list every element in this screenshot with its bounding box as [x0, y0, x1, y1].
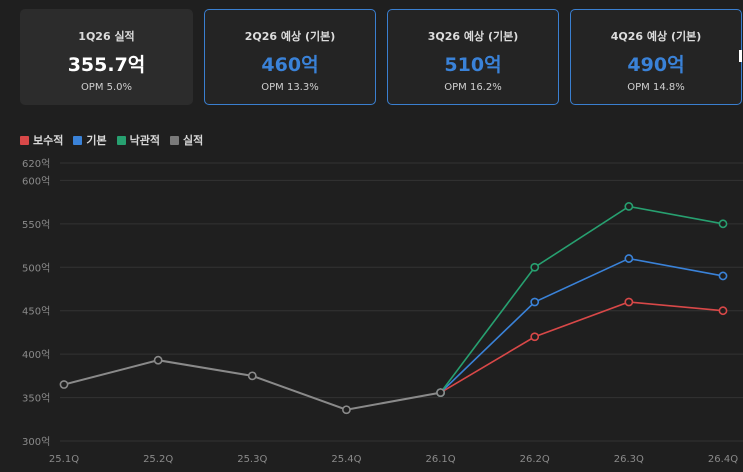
legend-item-optimistic[interactable]: 낙관적 — [116, 132, 160, 148]
legend-item-base[interactable]: 기본 — [73, 132, 107, 148]
legend-label: 실적 — [183, 134, 204, 147]
card-title: 1Q26 실적 — [78, 30, 135, 43]
data-point — [342, 405, 351, 415]
card-1q26-actual: 1Q26 실적 355.7억 OPM 5.0% — [20, 9, 193, 105]
data-point — [624, 297, 634, 307]
series-line-실적 — [63, 359, 441, 411]
line-chart: 300억 350억 400억 450억 500억 550억 600억 620억 25.1Q 25.… — [22, 158, 743, 465]
card-title: 3Q26 예상 (기본) — [427, 30, 519, 43]
y-tick-label: 620억 — [22, 158, 50, 170]
card-value: 355.7억 — [67, 54, 146, 76]
y-tick-label: 300억 — [22, 436, 50, 448]
card-value: 460억 — [261, 54, 319, 76]
y-tick-label: 600억 — [22, 175, 50, 187]
card-title: 2Q26 예상 (기본) — [244, 30, 336, 43]
legend-label: 기본 — [86, 134, 107, 147]
chart-legend: 보수적 기본 낙관적 실적 — [20, 132, 203, 148]
legend-swatch — [170, 135, 179, 145]
legend-swatch — [20, 135, 29, 145]
card-value: 490억 — [627, 54, 685, 76]
y-tick-label: 500억 — [22, 262, 50, 274]
card-2q26-forecast[interactable]: 2Q26 예상 (기본) 460억 OPM 13.3% — [204, 9, 376, 105]
legend-swatch — [116, 135, 126, 145]
card-4q26-forecast[interactable]: 4Q26 예상 (기본) 490억 OPM 14.8% — [570, 9, 742, 105]
x-tick-label: 25.3Q — [237, 454, 267, 465]
legend-swatch — [73, 135, 83, 145]
card-opm: OPM 5.0% — [80, 82, 133, 93]
x-tick-label: 25.2Q — [143, 454, 173, 465]
series-line-낙관적 — [439, 205, 724, 394]
x-tick-label: 25.1Q — [49, 454, 79, 465]
card-opm: OPM 13.3% — [261, 82, 319, 93]
legend-item-actual[interactable]: 실적 — [170, 132, 203, 148]
legend-item-conservative[interactable]: 보수적 — [20, 132, 63, 148]
y-tick-label: 350억 — [22, 393, 50, 405]
x-tick-label: 26.1Q — [426, 454, 456, 465]
data-point — [530, 262, 540, 272]
data-point — [247, 371, 257, 381]
card-3q26-forecast[interactable]: 3Q26 예상 (기본) 510억 OPM 16.2% — [387, 9, 559, 105]
card-title: 4Q26 예상 (기본) — [610, 30, 702, 43]
data-point — [153, 355, 163, 365]
data-point — [624, 202, 634, 211]
data-point — [530, 297, 540, 307]
legend-label: 보수적 — [33, 134, 64, 147]
series-line-보수적 — [440, 301, 724, 394]
data-point — [59, 380, 69, 389]
summary-cards: 1Q26 실적 355.7억 OPM 5.0% 2Q26 예상 (기본) 460… — [0, 0, 743, 110]
x-tick-label: 26.3Q — [614, 454, 644, 465]
legend-label: 낙관적 — [129, 134, 160, 147]
data-point — [530, 332, 540, 342]
data-point — [718, 219, 728, 229]
card-value: 510억 — [444, 54, 502, 76]
y-tick-label: 550억 — [22, 219, 50, 231]
data-point — [624, 254, 634, 263]
overflow-indicator — [739, 50, 742, 62]
y-tick-label: 450억 — [22, 306, 50, 318]
data-point — [718, 271, 728, 281]
y-tick-label: 400억 — [22, 349, 50, 361]
x-tick-label: 26.4Q — [708, 454, 738, 465]
x-tick-label: 26.2Q — [520, 454, 550, 465]
card-opm: OPM 16.2% — [444, 82, 502, 93]
card-opm: OPM 14.8% — [627, 82, 685, 93]
x-tick-label: 25.4Q — [331, 454, 361, 465]
series-line-기본 — [440, 257, 724, 394]
data-point — [718, 306, 728, 316]
data-point — [436, 388, 445, 398]
